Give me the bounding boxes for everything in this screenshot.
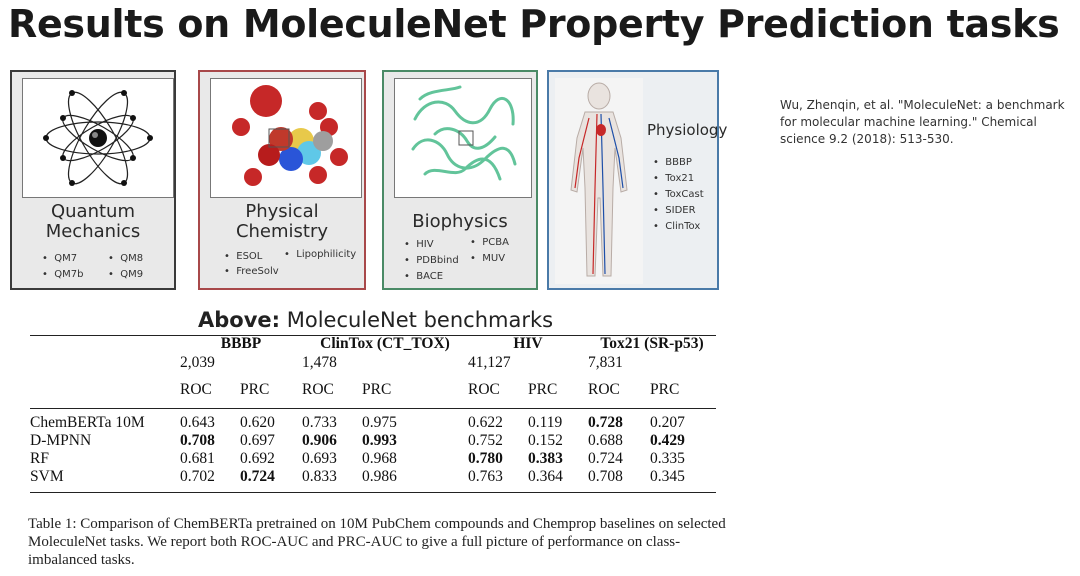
molecule-illustration [210,78,362,198]
model-name: D-MPNN [30,432,92,449]
dataset-item: SIDER [653,205,696,216]
dataset-item: QM9 [108,269,143,280]
model-name: ChemBERTa 10M [30,414,145,431]
dataset-item: QM7 [42,253,77,264]
model-name: RF [30,450,49,467]
table-cell: 0.697 [240,432,275,449]
table-top-rule [30,335,716,336]
metric-header: PRC [240,381,270,398]
table-cell: 0.152 [528,432,563,449]
dataset-header: BBBP [220,335,262,352]
metric-header: ROC [302,381,334,398]
table-cell: 0.335 [650,450,685,467]
slide-title: Results on MoleculeNet Property Predicti… [8,2,1060,46]
table-row: SVM 0.702 0.724 0.833 0.986 0.763 0.364 … [30,468,716,486]
dataset-count: 1,478 [302,354,337,371]
dataset-item: Tox21 [653,173,694,184]
table-cell: 0.733 [302,414,337,431]
table-row: D-MPNN 0.708 0.697 0.906 0.993 0.752 0.1… [30,432,716,450]
dataset-item: QM8 [108,253,143,264]
dataset-header: HIV [513,335,543,352]
dataset-count: 2,039 [180,354,215,371]
dataset-count: 41,127 [468,354,511,371]
results-table: BBBP ClinTox (CT_TOX) HIV Tox21 (SR-p53)… [30,334,716,486]
metric-header: ROC [588,381,620,398]
table-cell: 0.780 [468,450,503,467]
table-cell: 0.119 [528,414,563,431]
table-cell: 0.207 [650,414,685,431]
panel-title: Mechanics [45,221,141,242]
metric-header: PRC [362,381,392,398]
table-mid-rule [30,408,716,409]
table-cell: 0.763 [468,468,503,485]
table-bottom-rule [30,492,716,493]
table-cell: 0.643 [180,414,215,431]
table-cell: 0.833 [302,468,337,485]
dataset-item: Lipophilicity [284,249,356,260]
panel-title: Physical [245,201,319,222]
metric-header: PRC [528,381,558,398]
dataset-header: Tox21 (SR-p53) [600,335,704,352]
human-body-illustration [555,78,643,284]
metric-header: ROC [468,381,500,398]
table-cell: 0.693 [302,450,337,467]
protein-illustration [394,78,532,198]
model-name: SVM [30,468,64,485]
dataset-item: FreeSolv [224,266,279,277]
panel-title: Physiology [647,121,728,139]
table-cell: 0.975 [362,414,397,431]
dataset-item: PDBbind [404,255,459,266]
table-row: ChemBERTa 10M 0.643 0.620 0.733 0.975 0.… [30,414,716,432]
benchmarks-caption: Above: MoleculeNet benchmarks [198,308,553,332]
table-cell: 0.688 [588,432,623,449]
table-cell: 0.906 [302,432,337,449]
dataset-item: MUV [470,253,505,264]
panel-title: Biophysics [412,211,508,232]
dataset-item: ToxCast [653,189,704,200]
caption-bold-label: Above: [198,308,281,332]
caption-text: MoleculeNet benchmarks [280,308,554,332]
table-cell: 0.728 [588,414,623,431]
dataset-item: BBBP [653,157,692,168]
panel-title: Quantum [50,201,135,222]
table-cell: 0.345 [650,468,685,485]
table-cell: 0.724 [588,450,623,467]
dataset-item: QM7b [42,269,83,280]
panel-quantum-mechanics: Quantum Mechanics QM7 QM8 QM7b QM9 [10,70,176,290]
table-cell: 0.622 [468,414,503,431]
dataset-item: BACE [404,271,443,282]
table-cell: 0.993 [362,432,397,449]
table-cell: 0.986 [362,468,397,485]
table-cell: 0.681 [180,450,215,467]
table-cell: 0.364 [528,468,563,485]
table-cell: 0.708 [588,468,623,485]
metric-header: ROC [180,381,212,398]
dataset-item: PCBA [470,237,509,248]
dataset-item: ClinTox [653,221,700,232]
panel-physiology: Physiology BBBP Tox21 ToxCast SIDER Clin… [547,70,727,290]
dataset-header: ClinTox (CT_TOX) [320,335,450,352]
table-cell: 0.708 [180,432,215,449]
citation-text: Wu, Zhenqin, et al. "MoleculeNet: a benc… [780,98,1065,146]
table-row: RF 0.681 0.692 0.693 0.968 0.780 0.383 0… [30,450,716,468]
table-caption: Table 1: Comparison of ChemBERTa pretrai… [28,516,726,568]
atom-illustration [22,78,174,198]
table-cell: 0.429 [650,432,685,449]
dataset-count: 7,831 [588,354,623,371]
table-cell: 0.383 [528,450,563,467]
dataset-item: HIV [404,239,434,250]
table-cell: 0.620 [240,414,275,431]
table-cell: 0.692 [240,450,275,467]
table-cell: 0.752 [468,432,503,449]
metric-header: PRC [650,381,680,398]
table-cell: 0.702 [180,468,215,485]
panel-biophysics: Biophysics HIV PCBA PDBbind MUV BACE [382,70,538,290]
table-cell: 0.968 [362,450,397,467]
dataset-item: ESOL [224,251,262,262]
panel-physical-chemistry: Physical Chemistry ESOL Lipophilicity Fr… [198,70,366,290]
table-cell: 0.724 [240,468,275,485]
panel-title: Chemistry [235,221,329,242]
